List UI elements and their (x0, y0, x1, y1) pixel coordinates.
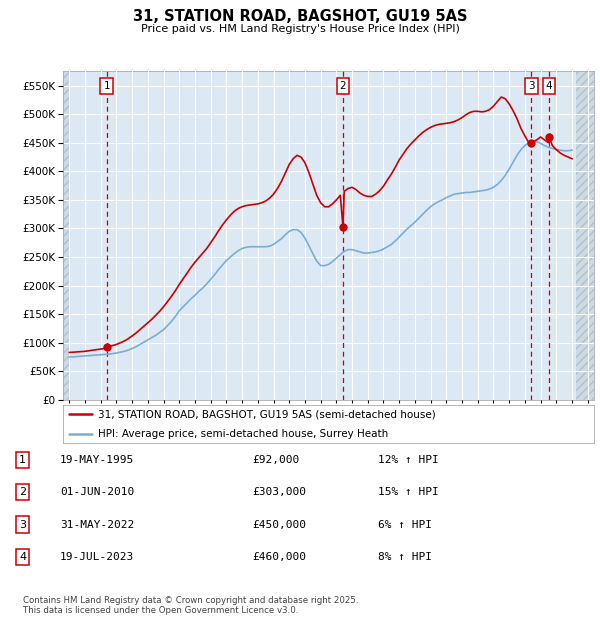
Text: 01-JUN-2010: 01-JUN-2010 (60, 487, 134, 497)
Text: 2: 2 (340, 81, 346, 91)
Text: 3: 3 (528, 81, 535, 91)
Text: 12% ↑ HPI: 12% ↑ HPI (378, 455, 439, 465)
Text: 4: 4 (546, 81, 553, 91)
Text: 1: 1 (19, 455, 26, 465)
Text: 6% ↑ HPI: 6% ↑ HPI (378, 520, 432, 529)
Text: £450,000: £450,000 (252, 520, 306, 529)
Text: 4: 4 (19, 552, 26, 562)
Text: £92,000: £92,000 (252, 455, 299, 465)
Text: 19-JUL-2023: 19-JUL-2023 (60, 552, 134, 562)
Text: Contains HM Land Registry data © Crown copyright and database right 2025.
This d: Contains HM Land Registry data © Crown c… (23, 596, 358, 615)
Text: 19-MAY-1995: 19-MAY-1995 (60, 455, 134, 465)
Bar (63, 71, 69, 400)
Text: £303,000: £303,000 (252, 487, 306, 497)
Text: 1: 1 (103, 81, 110, 91)
Text: 15% ↑ HPI: 15% ↑ HPI (378, 487, 439, 497)
Text: 31, STATION ROAD, BAGSHOT, GU19 5AS (semi-detached house): 31, STATION ROAD, BAGSHOT, GU19 5AS (sem… (98, 409, 435, 420)
Bar (576, 71, 594, 400)
Text: HPI: Average price, semi-detached house, Surrey Heath: HPI: Average price, semi-detached house,… (98, 428, 388, 439)
Text: 31, STATION ROAD, BAGSHOT, GU19 5AS: 31, STATION ROAD, BAGSHOT, GU19 5AS (133, 9, 467, 24)
Text: £460,000: £460,000 (252, 552, 306, 562)
Text: 3: 3 (19, 520, 26, 529)
Text: Price paid vs. HM Land Registry's House Price Index (HPI): Price paid vs. HM Land Registry's House … (140, 24, 460, 33)
Text: 8% ↑ HPI: 8% ↑ HPI (378, 552, 432, 562)
Text: 31-MAY-2022: 31-MAY-2022 (60, 520, 134, 529)
Text: 2: 2 (19, 487, 26, 497)
